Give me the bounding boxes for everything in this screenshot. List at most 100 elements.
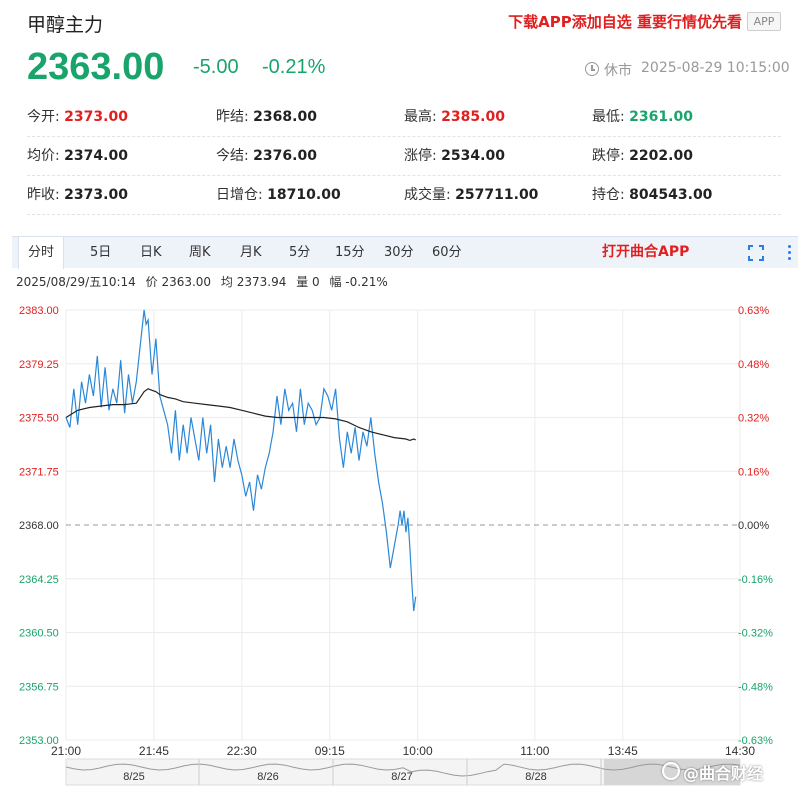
- stat-value: 2374.00: [64, 148, 128, 164]
- period-tabs: 分时 5日 日K 周K 月K 5分 15分 30分 60分 打开曲合APP: [12, 236, 798, 269]
- watermark-icon: [662, 762, 680, 780]
- stat-value: 2373.00: [64, 109, 128, 125]
- stat-value: 2373.00: [64, 187, 128, 203]
- x-tick-label: 14:30: [725, 744, 755, 758]
- market-status: 休市: [604, 63, 632, 79]
- stat-label: 昨结:: [216, 109, 249, 125]
- tab-period[interactable]: 5日: [90, 245, 112, 260]
- y-tick-label-left: 2364.25: [19, 574, 59, 586]
- y-tick-label-right: 0.48%: [738, 359, 769, 371]
- price-change: -5.00: [193, 56, 239, 78]
- info-price: 价 2363.00: [145, 275, 212, 289]
- tab-period[interactable]: 5分: [289, 245, 311, 260]
- stat-label: 最高:: [404, 109, 437, 125]
- info-volume: 量 0: [296, 275, 320, 289]
- stat-label: 涨停:: [404, 148, 437, 164]
- stat-cell: 最高: 2385.00: [404, 98, 505, 137]
- x-tick-label: 10:00: [403, 744, 433, 758]
- tab-period[interactable]: 30分: [384, 245, 414, 260]
- quote-timestamp: 2025-08-29 10:15:00: [641, 60, 790, 76]
- stat-cell: 均价: 2374.00: [27, 137, 128, 176]
- clock-icon: [585, 62, 599, 76]
- stat-cell: 持仓: 804543.00: [592, 176, 712, 215]
- stat-cell: 日增仓: 18710.00: [216, 176, 341, 215]
- stat-value: 2202.00: [629, 148, 693, 164]
- stat-cell: 昨收: 2373.00: [27, 176, 128, 215]
- overview-date-label: 8/25: [123, 771, 144, 783]
- info-avg: 均 2373.94: [220, 275, 287, 289]
- x-tick-label: 21:45: [139, 744, 169, 758]
- y-tick-label-right: 0.00%: [738, 520, 769, 532]
- x-tick-label: 11:00: [520, 744, 549, 758]
- y-tick-label-right: -0.63%: [738, 735, 773, 747]
- tab-period[interactable]: 日K: [140, 245, 162, 260]
- stat-value: 2368.00: [253, 109, 317, 125]
- stat-value: 257711.00: [455, 187, 539, 203]
- watermark: @曲合财经: [683, 764, 764, 783]
- tab-period[interactable]: 15分: [335, 245, 365, 260]
- stat-cell: 跌停: 2202.00: [592, 137, 693, 176]
- stat-label: 日增仓:: [216, 187, 263, 203]
- overview-date-label: 8/27: [391, 771, 412, 783]
- y-tick-label-left: 2371.75: [19, 466, 59, 478]
- y-tick-label-left: 2383.00: [19, 305, 59, 317]
- stat-label: 今开:: [27, 109, 60, 125]
- y-tick-label-left: 2356.75: [19, 681, 59, 693]
- x-tick-label: 09:15: [315, 744, 345, 758]
- overview-date-label: 8/26: [257, 771, 278, 783]
- open-app-link[interactable]: 打开曲合APP: [602, 244, 690, 260]
- overview-line: [65, 763, 741, 777]
- stat-label: 昨收:: [27, 187, 60, 203]
- overview-date-label: 8/28: [525, 771, 546, 783]
- stat-label: 跌停:: [592, 148, 625, 164]
- stat-cell: 昨结: 2368.00: [216, 98, 317, 137]
- y-tick-label-right: -0.48%: [738, 681, 773, 693]
- stat-label: 持仓:: [592, 187, 625, 203]
- stats-row: 均价: 2374.00 今结: 2376.00 涨停: 2534.00 跌停: 220…: [27, 137, 781, 176]
- average-line: [65, 388, 416, 442]
- price-change-percent: -0.21%: [262, 56, 326, 78]
- y-tick-label-left: 2379.25: [19, 359, 59, 371]
- stat-cell: 涨停: 2534.00: [404, 137, 505, 176]
- fullscreen-icon[interactable]: [748, 245, 764, 261]
- stat-cell: 今开: 2373.00: [27, 98, 128, 137]
- stat-label: 今结:: [216, 148, 249, 164]
- instrument-title: 甲醇主力: [27, 14, 104, 36]
- stat-label: 最低:: [592, 109, 625, 125]
- download-app-promo-link[interactable]: 下载APP添加自选 重要行情优先看: [508, 13, 742, 31]
- y-tick-label-left: 2368.00: [19, 520, 59, 532]
- stats-row: 今开: 2373.00 昨结: 2368.00 最高: 2385.00 最低: 236…: [27, 98, 781, 137]
- tab-period[interactable]: 月K: [240, 245, 262, 260]
- intraday-chart[interactable]: 2383.00 0.63% 2379.25 0.48% 2375.50 0.32% 2371…: [0, 292, 805, 800]
- stat-value: 2376.00: [253, 148, 317, 164]
- stat-cell: 今结: 2376.00: [216, 137, 317, 176]
- price-line: [65, 309, 417, 612]
- y-tick-label-right: 0.16%: [738, 466, 769, 478]
- x-tick-label: 21:00: [51, 744, 81, 758]
- tab-period[interactable]: 60分: [432, 245, 462, 260]
- info-amplitude: 幅 -0.21%: [329, 275, 388, 289]
- quote-header: 甲醇主力 下载APP添加自选 重要行情优先看 APP 2363.00 -5.00…: [0, 0, 805, 236]
- tab-period[interactable]: 分时: [18, 237, 64, 269]
- tab-period[interactable]: 周K: [189, 245, 211, 260]
- stat-value: 18710.00: [267, 187, 341, 203]
- stat-value: 2534.00: [441, 148, 505, 164]
- y-tick-label-right: 0.63%: [738, 305, 769, 317]
- stat-label: 成交量:: [404, 187, 451, 203]
- info-datetime: 2025/08/29/五10:14: [16, 275, 136, 289]
- y-tick-label-left: 2353.00: [19, 735, 59, 747]
- x-tick-label: 13:45: [608, 744, 638, 758]
- stat-cell: 成交量: 257711.00: [404, 176, 538, 215]
- more-options-icon[interactable]: [788, 243, 792, 263]
- stat-cell: 最低: 2361.00: [592, 98, 693, 137]
- y-tick-label-right: -0.32%: [738, 628, 773, 640]
- y-tick-label-left: 2375.50: [19, 413, 59, 425]
- stat-value: 2361.00: [629, 109, 693, 125]
- y-tick-label-left: 2360.50: [19, 628, 59, 640]
- stat-value: 2385.00: [441, 109, 505, 125]
- app-badge[interactable]: APP: [747, 12, 781, 31]
- y-tick-label-right: 0.32%: [738, 413, 769, 425]
- stats-row: 昨收: 2373.00 日增仓: 18710.00 成交量: 257711.00 持仓…: [27, 176, 781, 215]
- crosshair-info: 2025/08/29/五10:14 价 2363.00 均 2373.94 量 …: [16, 273, 394, 290]
- y-tick-label-right: -0.16%: [738, 574, 773, 586]
